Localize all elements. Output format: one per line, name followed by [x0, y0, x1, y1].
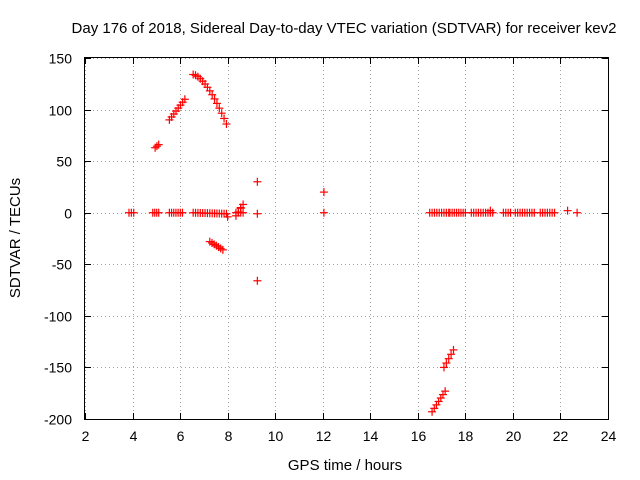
data-point: [220, 114, 229, 123]
axis-ticks: [85, 58, 609, 420]
data-point: [178, 208, 187, 217]
x-tick-label: 8: [225, 428, 233, 444]
chart-title: Day 176 of 2018, Sidereal Day-to-day VTE…: [72, 20, 617, 37]
data-point: [550, 208, 559, 217]
data-point: [152, 142, 161, 151]
x-tick-label: 22: [553, 428, 569, 444]
data-point: [253, 177, 262, 186]
data-point: [444, 354, 453, 363]
data-point: [239, 208, 248, 217]
y-tick-label: 100: [49, 103, 73, 119]
data-point: [563, 206, 572, 215]
data-point: [180, 95, 189, 104]
x-tick-label: 14: [363, 428, 379, 444]
x-tick-label: 6: [177, 428, 185, 444]
data-point: [447, 350, 456, 359]
data-point: [212, 99, 221, 108]
data-point: [210, 94, 219, 103]
x-tick-label: 20: [506, 428, 522, 444]
plot-frame: [84, 57, 609, 420]
x-tick-label: 16: [411, 428, 427, 444]
y-tick-label: 150: [49, 51, 73, 67]
data-point: [573, 208, 582, 217]
y-tick-label: 50: [56, 154, 72, 170]
y-tick-labels: 150 100 50 0 -50 -100 -150 -200: [44, 51, 72, 428]
y-tick-label: -150: [44, 360, 72, 376]
y-tick-label: 0: [64, 206, 72, 222]
x-tick-label: 12: [316, 428, 332, 444]
data-point: [215, 104, 224, 113]
x-tick-label: 10: [268, 428, 284, 444]
data-point: [441, 387, 450, 396]
data-point: [154, 208, 163, 217]
data-point: [223, 212, 232, 221]
data-point: [319, 208, 328, 217]
y-tick-label: -200: [44, 412, 72, 428]
data-point: [154, 140, 163, 149]
data-point: [129, 208, 138, 217]
data-point: [217, 109, 226, 118]
data-point: [208, 90, 217, 99]
y-tick-label: -50: [52, 257, 72, 273]
data-point: [486, 206, 495, 215]
data-point: [319, 188, 328, 197]
y-axis-label: SDTVAR / TECUs: [7, 178, 24, 298]
x-tick-label: 2: [82, 428, 90, 444]
x-tick-label: 18: [458, 428, 474, 444]
data-point: [439, 363, 448, 372]
data-point: [236, 203, 245, 212]
data-point: [253, 209, 262, 218]
data-point: [222, 120, 231, 129]
data-point: [449, 345, 458, 354]
data-point: [442, 359, 451, 368]
x-tick-label: 4: [130, 428, 138, 444]
x-tick-label: 24: [601, 428, 617, 444]
data-series: [124, 70, 582, 416]
x-tick-labels: 2 4 6 8 10 12 14 16 18 20 22 24: [82, 428, 617, 444]
x-axis-label: GPS time / hours: [288, 457, 402, 474]
data-point: [218, 245, 227, 254]
y-tick-label: -100: [44, 309, 72, 325]
data-point: [253, 276, 262, 285]
